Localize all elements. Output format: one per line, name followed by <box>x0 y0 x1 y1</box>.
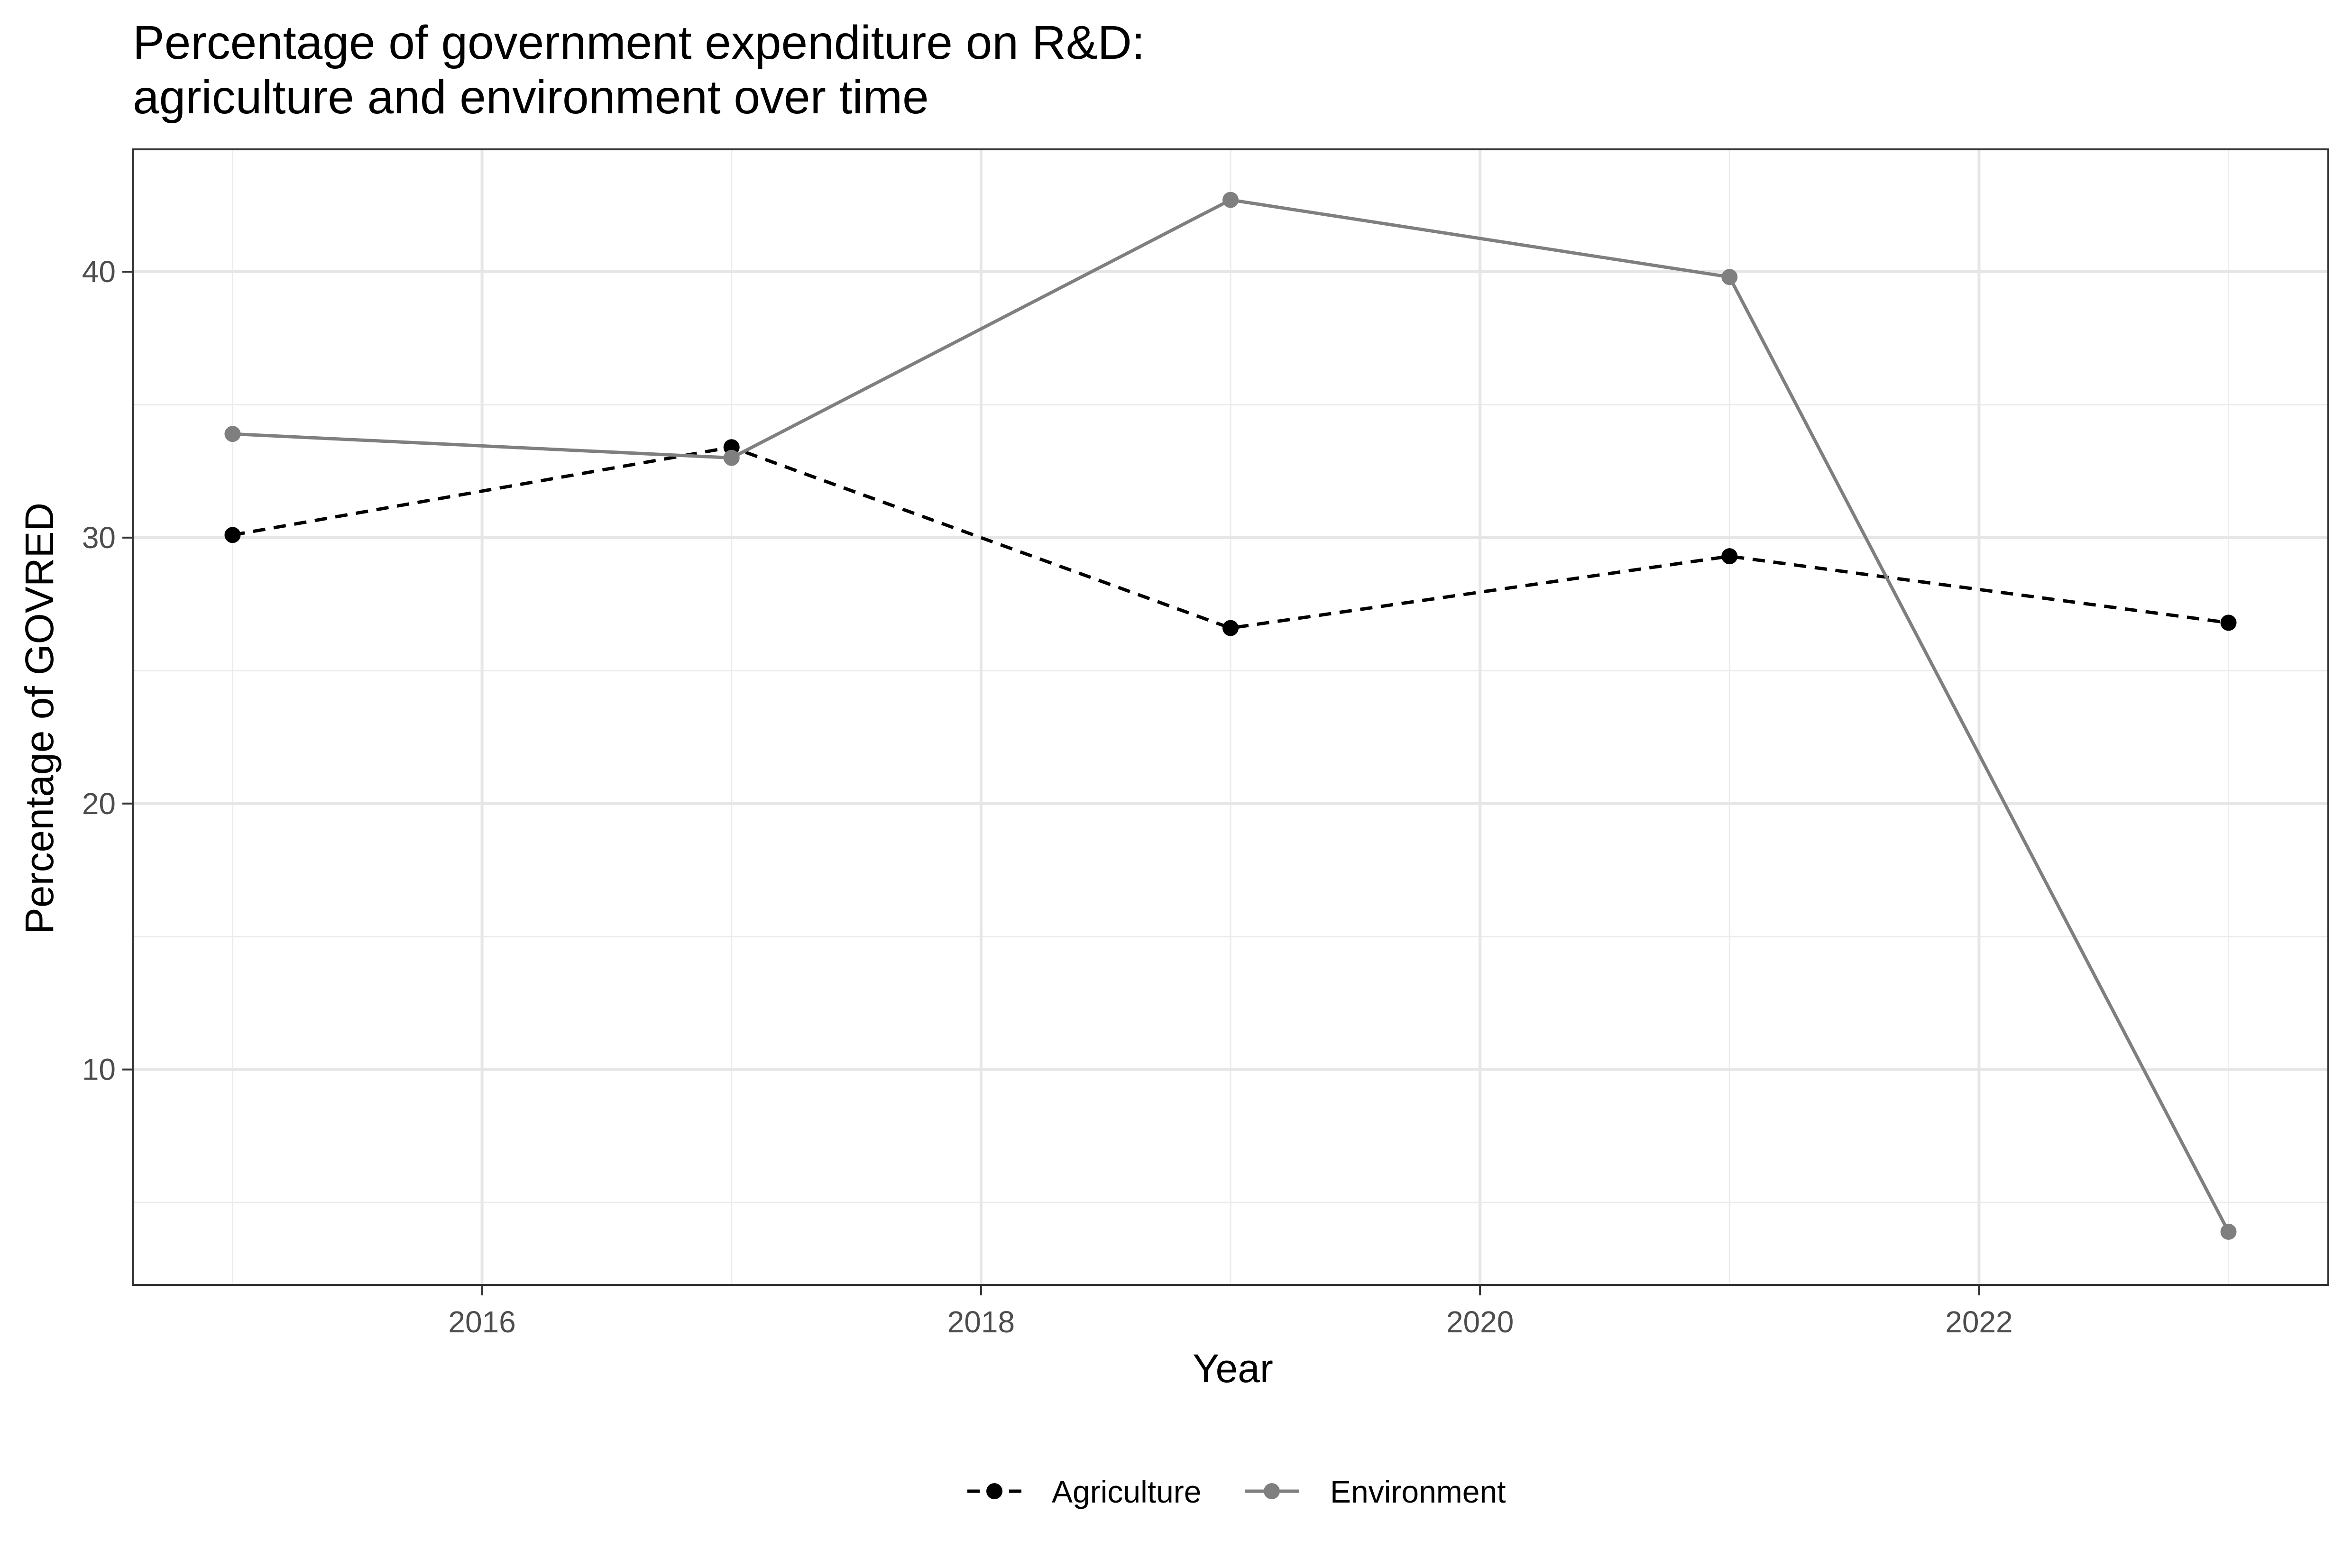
panel-border <box>132 148 2329 1286</box>
grid-layer <box>133 149 2328 1285</box>
series-agriculture <box>224 439 2237 636</box>
y-tick-label: 40 <box>82 255 116 289</box>
data-point-agriculture <box>1222 620 1239 636</box>
data-point-environment <box>723 449 740 466</box>
legend: Agriculture Environment <box>967 1474 1506 1509</box>
legend-key-point <box>986 1483 1002 1499</box>
data-point-environment <box>1721 269 1738 285</box>
data-point-environment <box>2220 1223 2237 1240</box>
data-point-agriculture <box>1721 548 1738 565</box>
data-point-environment <box>1222 192 1239 208</box>
series-line-agriculture <box>232 445 2229 630</box>
x-tick-label: 2022 <box>1945 1305 2012 1339</box>
legend-label: Agriculture <box>1052 1474 1201 1509</box>
y-axis-title: Percentage of GOVRED <box>17 503 62 934</box>
series-environment <box>224 192 2237 1240</box>
legend-key-point <box>1264 1483 1280 1499</box>
series-layer <box>224 192 2237 1240</box>
legend-label: Environment <box>1330 1474 1506 1509</box>
x-tick-label: 2018 <box>947 1305 1015 1339</box>
legend-item-environment: Environment <box>1245 1474 1506 1509</box>
y-tick-label: 20 <box>82 787 116 821</box>
x-tick-label: 2016 <box>448 1305 515 1339</box>
chart-title-line-2: agriculture and environment over time <box>133 71 929 124</box>
chart-title-line-1: Percentage of government expenditure on … <box>133 16 1145 69</box>
x-tick-label: 2020 <box>1446 1305 1514 1339</box>
axes-layer: 2016 2018 2020 2022 10 20 30 40 <box>82 255 2013 1339</box>
y-tick-label: 30 <box>82 521 116 555</box>
x-axis-title: Year <box>1193 1346 1273 1391</box>
y-tick-label: 10 <box>82 1053 116 1087</box>
data-point-agriculture <box>224 527 241 543</box>
legend-item-agriculture: Agriculture <box>967 1474 1201 1509</box>
data-point-agriculture <box>2220 614 2237 631</box>
data-point-environment <box>224 426 241 442</box>
